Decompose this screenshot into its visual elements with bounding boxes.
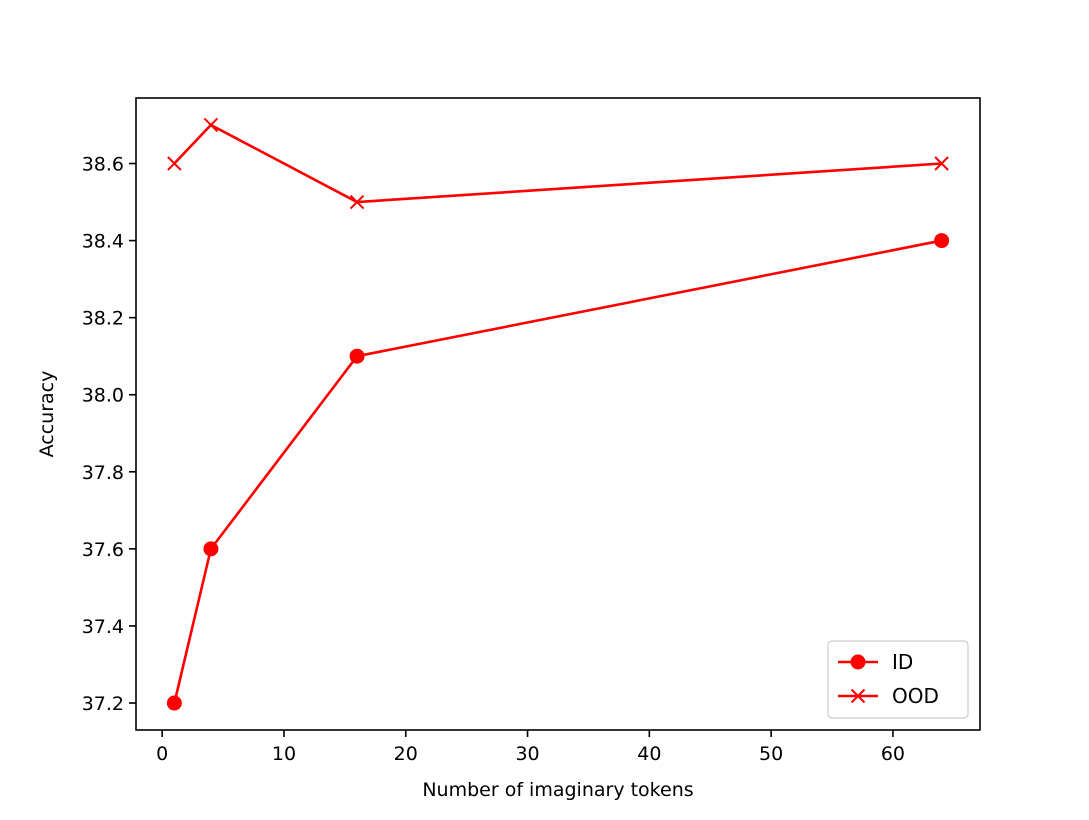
legend-label-id: ID — [892, 650, 913, 674]
x-tick-label: 0 — [156, 743, 168, 765]
plot-frame — [135, 97, 981, 731]
series-line-ood — [173, 123, 942, 204]
data-point-id — [166, 695, 182, 711]
data-point-ood — [349, 194, 365, 210]
x-tick-label: 10 — [272, 743, 296, 765]
x-tick-label: 20 — [394, 743, 418, 765]
series-id — [166, 233, 950, 711]
data-point-ood — [203, 117, 219, 133]
data-point-ood — [934, 156, 949, 171]
data-point-id — [349, 348, 365, 364]
x-tick-label: 60 — [881, 743, 905, 765]
y-tick-label: 38.0 — [82, 385, 124, 407]
y-axis-label: Accuracy — [36, 371, 58, 458]
x-tick-label: 40 — [637, 743, 661, 765]
legend-marker-id — [850, 654, 866, 670]
y-tick-label: 37.2 — [82, 693, 124, 715]
data-point-ood — [167, 156, 182, 171]
plot-area — [136, 98, 980, 730]
data-point-id — [203, 541, 219, 557]
legend-item-ood: OOD — [838, 684, 939, 708]
y-tick-label: 37.4 — [82, 616, 124, 638]
y-tick-label: 38.6 — [82, 154, 124, 176]
legend-item-id: ID — [838, 650, 913, 674]
legend: ID OOD — [827, 640, 969, 719]
x-tick-label: 30 — [515, 743, 539, 765]
y-tick-label: 38.4 — [82, 231, 124, 253]
legend-label-ood: OOD — [892, 684, 939, 708]
series-line-id — [173, 239, 942, 704]
series-ood — [167, 117, 949, 210]
x-axis-label: Number of imaginary tokens — [422, 779, 693, 801]
y-tick-label: 38.2 — [82, 308, 124, 330]
y-tick-label: 37.8 — [82, 462, 124, 484]
y-tick-label: 37.6 — [82, 539, 124, 561]
x-tick-label: 50 — [759, 743, 783, 765]
legend-marker-ood — [850, 688, 866, 704]
data-point-id — [934, 233, 950, 249]
